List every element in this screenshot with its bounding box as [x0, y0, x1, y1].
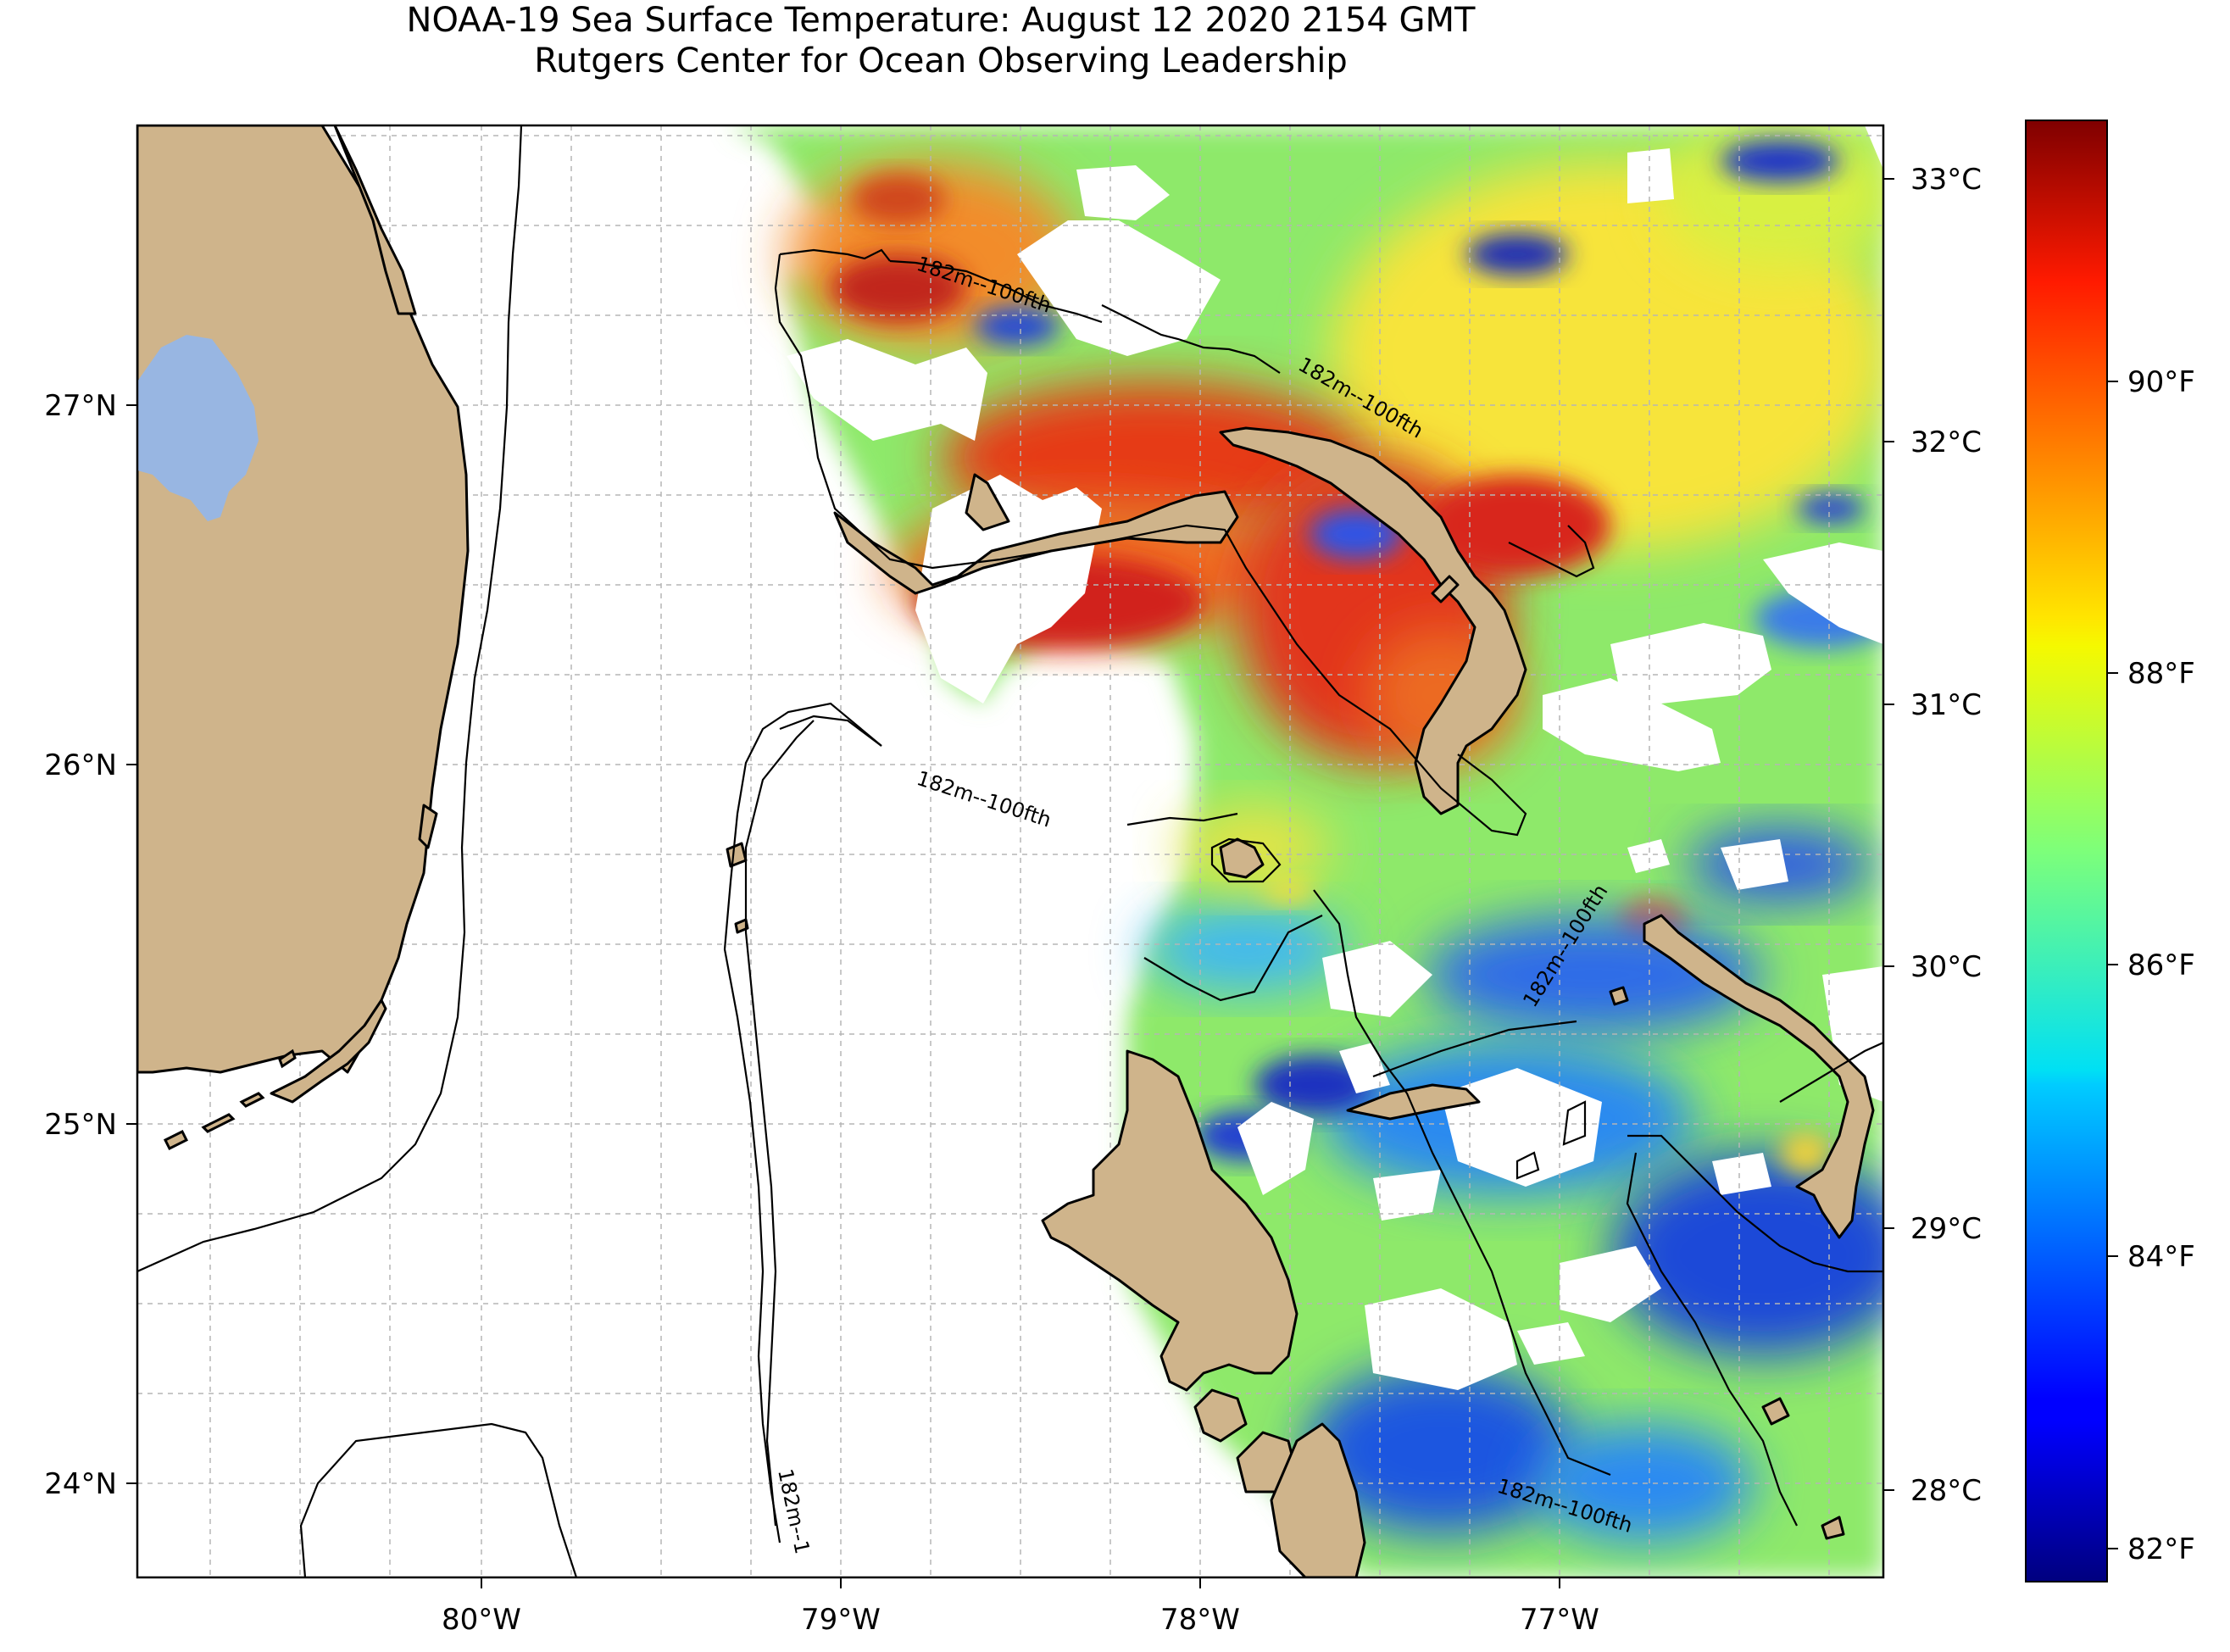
celsius-tick-30: 30°C [1910, 950, 1982, 984]
graticule [137, 125, 1883, 1577]
celsius-tick-28: 28°C [1910, 1474, 1982, 1508]
lon-tick-80w: 80°W [442, 1603, 521, 1637]
lat-tick-24n: 24°N [44, 1467, 117, 1501]
no-data-patches [787, 125, 1883, 1390]
celsius-tick-29: 29°C [1910, 1212, 1982, 1246]
celsius-tick-33: 33°C [1910, 163, 1982, 197]
longitude-labels: 80°W 79°W 78°W 77°W [442, 1603, 1599, 1637]
lake-okeechobee [137, 335, 259, 521]
colorbar: 82°F 84°F 86°F 88°F 90°F [2025, 120, 2195, 1582]
map-title: NOAA-19 Sea Surface Temperature: August … [406, 1, 1476, 40]
isobath-contours [137, 125, 1883, 1577]
title-block: NOAA-19 Sea Surface Temperature: August … [0, 0, 1882, 81]
fahrenheit-tick-88: 88°F [2127, 657, 2195, 691]
celsius-tick-31: 31°C [1910, 688, 1982, 722]
lon-tick-77w: 77°W [1520, 1603, 1599, 1637]
fahrenheit-tick-82: 82°F [2127, 1532, 2195, 1566]
colorbar-gradient [2025, 120, 2108, 1582]
florida-keys [163, 1048, 297, 1151]
fahrenheit-tick-86: 86°F [2127, 948, 2195, 982]
lat-tick-26n: 26°N [44, 748, 117, 782]
map-subtitle: Rutgers Center for Ocean Observing Leade… [534, 42, 1348, 81]
map-area[interactable]: 182m--100fth 182m--100fth 182m--100fth 1… [136, 119, 1916, 1579]
axis-ticks [126, 178, 1894, 1588]
latitude-labels: 24°N 25°N 26°N 27°N [44, 389, 117, 1501]
lat-tick-25n: 25°N [44, 1108, 117, 1142]
lon-tick-78w: 78°W [1160, 1603, 1240, 1637]
fahrenheit-tick-84: 84°F [2127, 1240, 2195, 1274]
lon-tick-79w: 79°W [801, 1603, 881, 1637]
bahamas-islands [726, 426, 1875, 1577]
fahrenheit-tick-90: 90°F [2127, 365, 2195, 399]
celsius-tick-32: 32°C [1910, 426, 1982, 459]
celsius-labels: 28°C 29°C 30°C 31°C 32°C 33°C [1910, 163, 1982, 1508]
lat-tick-27n: 27°N [44, 389, 117, 423]
